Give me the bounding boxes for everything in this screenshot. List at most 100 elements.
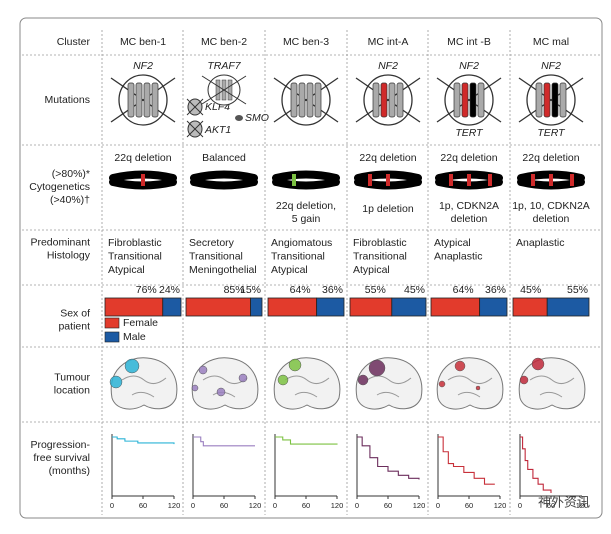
female-bar (185, 297, 251, 317)
x-tick-label: 120 (576, 501, 589, 510)
legend-swatch (104, 331, 120, 343)
icon-bar (298, 82, 306, 118)
row-label: Predominant (30, 236, 90, 248)
cytogenetics: 1p, CDKN2A (439, 200, 499, 212)
icon-bar (143, 82, 151, 118)
female-label: 64% (453, 284, 474, 296)
brain (191, 357, 259, 410)
icon-cross (201, 75, 247, 105)
icon-bar (227, 79, 233, 101)
histology: Transitional (108, 250, 162, 262)
male-label: 36% (485, 284, 506, 296)
chromosome-band (449, 174, 453, 186)
survival-curve (275, 436, 338, 445)
male-bar (546, 297, 590, 317)
gene: NF2 (541, 60, 561, 72)
female-label: 55% (365, 284, 386, 296)
histology: Transitional (353, 250, 407, 262)
female-label: 76% (136, 284, 157, 296)
x-tick-label: 120 (413, 501, 426, 510)
gene: TRAF7 (207, 60, 241, 72)
cluster-name: MC ben-3 (283, 36, 329, 48)
cytogenetics: 22q deletion (359, 152, 416, 164)
chromosome-band (141, 174, 145, 186)
x-tick-label: 0 (273, 501, 277, 510)
gene: SMO (245, 112, 269, 124)
x-tick-label: 0 (518, 501, 522, 510)
tumour-spot (519, 375, 529, 385)
cluster-name: MC int-A (368, 36, 409, 48)
histology: Meningothelial (189, 264, 257, 276)
x-tick-label: 120 (249, 501, 262, 510)
icon-bar (543, 82, 551, 118)
icon-bar (306, 82, 314, 118)
survival-curve (357, 436, 420, 480)
male-bar (391, 297, 427, 317)
row-label: (>40%)† (50, 194, 90, 206)
x-tick-label: 0 (355, 501, 359, 510)
x-tick-label: 0 (436, 501, 440, 510)
male-label: 55% (567, 284, 588, 296)
female-label: 64% (290, 284, 311, 296)
chromosome-band (292, 174, 296, 186)
brain-fold (447, 375, 493, 398)
icon-cross (273, 77, 339, 123)
tumour-spot (357, 374, 369, 386)
tumour-spot (277, 374, 289, 386)
survival-curve (112, 436, 175, 445)
brain (436, 357, 504, 410)
row-label: Tumour (54, 371, 90, 383)
cytogenetics: 5 gain (292, 213, 321, 225)
cytogenetics: Balanced (202, 152, 246, 164)
gene: NF2 (133, 60, 153, 72)
male-label: 36% (322, 284, 343, 296)
row-label: Sex of (60, 307, 90, 319)
icon-cross (436, 77, 502, 123)
icon-bar (388, 82, 396, 118)
chromosome (272, 178, 340, 190)
female-bar (267, 297, 318, 317)
histology: Anaplastic (516, 237, 564, 249)
brain-fold (121, 375, 167, 398)
histology: Fibroblastic (108, 237, 162, 249)
histology: Atypical (108, 264, 145, 276)
row-label: (>80%)* (52, 168, 90, 180)
mini-chromosome-icon (235, 115, 243, 121)
row-label: location (54, 384, 90, 396)
chromosome (190, 170, 258, 182)
legend-label: Male (123, 331, 146, 343)
row-label: Histology (47, 249, 91, 261)
gene: NF2 (459, 60, 479, 72)
icon-bar (127, 82, 135, 118)
cluster-name: MC mal (533, 36, 569, 48)
female-bar (512, 297, 548, 317)
mini-cross (186, 98, 204, 116)
histology: Transitional (189, 250, 243, 262)
male-bar (162, 297, 182, 317)
brain-fold (284, 375, 330, 398)
survival-curve (193, 436, 255, 447)
male-label: 24% (159, 284, 180, 296)
female-label: 85% (224, 284, 245, 296)
cluster-name: MC int -B (447, 36, 491, 48)
chromosome-band (488, 174, 492, 186)
histology: Secretory (189, 237, 235, 249)
brain-outline (436, 357, 504, 410)
x-tick-label: 120 (168, 501, 181, 510)
survival-curve (438, 436, 495, 485)
cytogenetics: deletion (451, 213, 488, 225)
tumour-spot (531, 357, 545, 371)
icon-bar (372, 82, 380, 118)
x-tick-label: 60 (465, 501, 473, 510)
cluster-name: MC ben-1 (120, 36, 166, 48)
x-tick-label: 60 (220, 501, 228, 510)
x-tick-label: 0 (110, 501, 114, 510)
male-bar (316, 297, 345, 317)
icon-cross (518, 77, 584, 123)
chromosome (190, 178, 258, 190)
watermark: 神外资讯 (538, 496, 590, 511)
survival-curve (520, 436, 552, 494)
tumour-spot (238, 373, 248, 383)
female-bar (104, 297, 164, 317)
brain-outline (518, 357, 586, 410)
